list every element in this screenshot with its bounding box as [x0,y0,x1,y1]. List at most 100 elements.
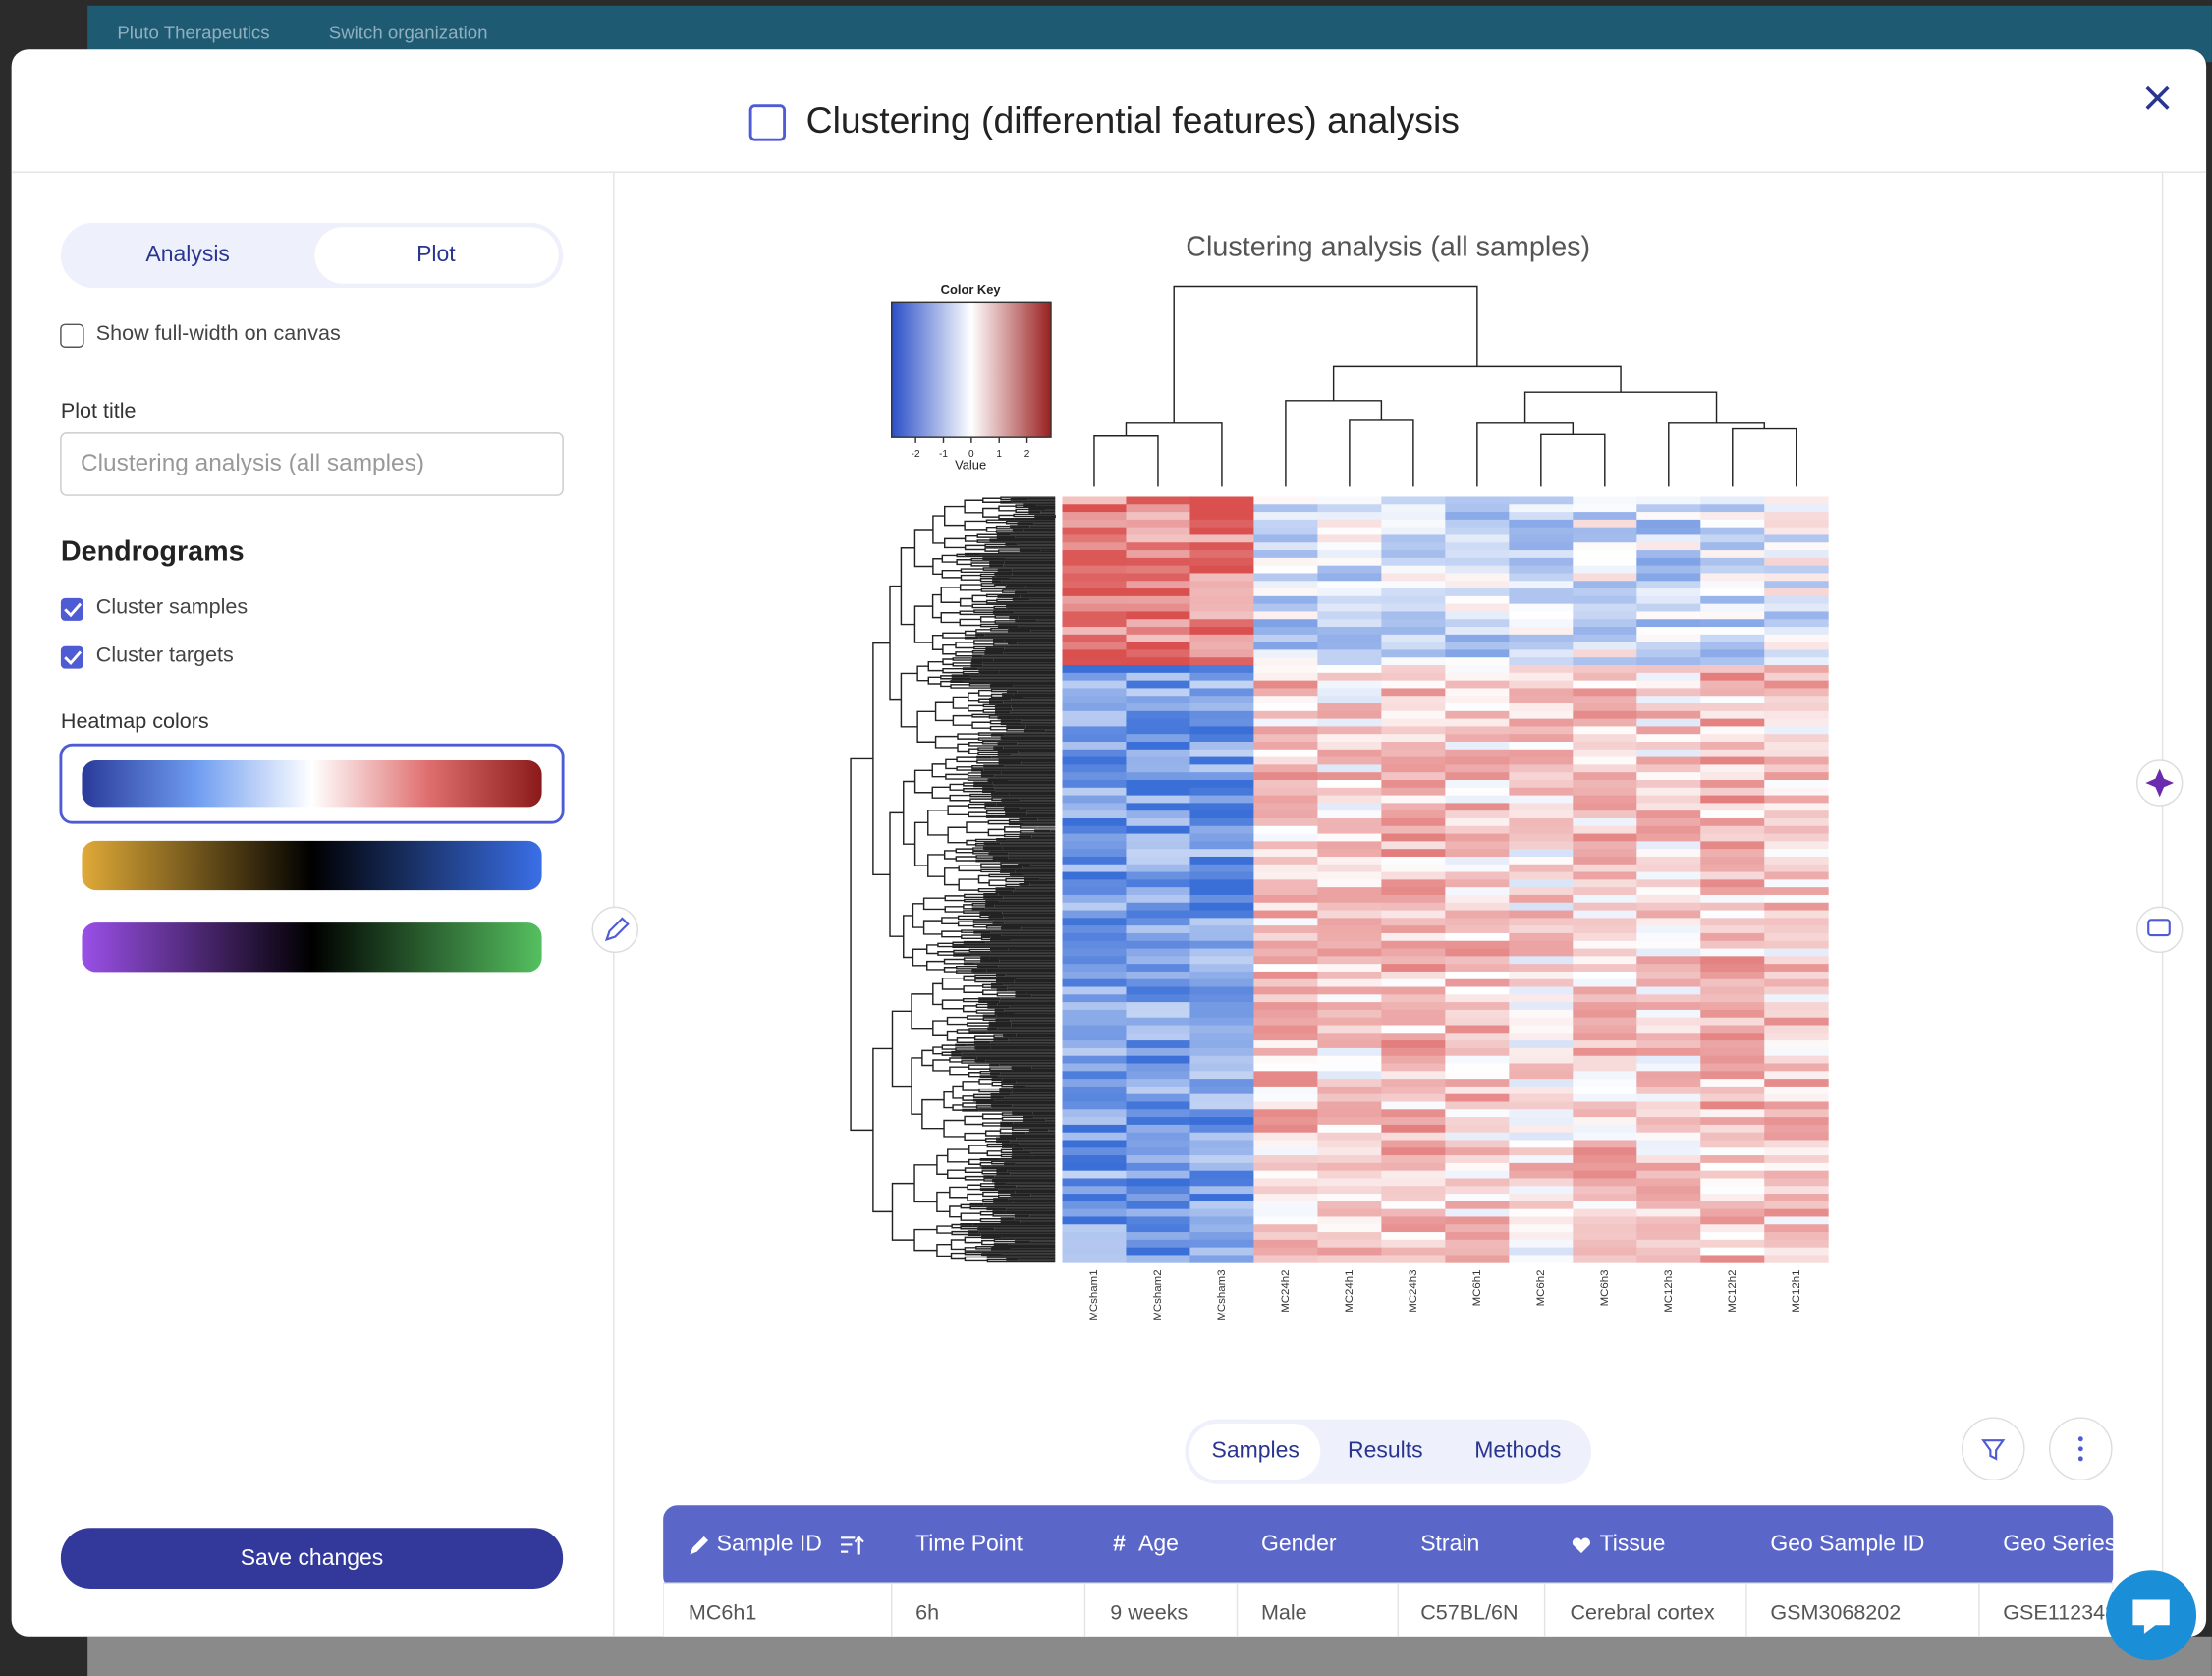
heatmap-cell [1062,1201,1127,1210]
heatmap-cell [1764,504,1829,513]
heatmap-cell [1317,871,1382,880]
text-input[interactable] [60,432,564,496]
heatmap-cell [1381,764,1446,773]
heatmap-cell [1764,849,1829,858]
dendrogram-link [850,757,873,1132]
dendrogram-link [962,667,978,671]
key-tick-label: 2 [1024,449,1030,460]
dendrogram-link [991,1104,1013,1108]
heatmap-cell [1253,710,1318,720]
heatmap-cell [1062,642,1127,650]
heatmap-cell [1509,649,1574,658]
heatmap-cell [1636,803,1701,811]
heatmap-cell [1381,1162,1446,1172]
heatmap-cell [1573,688,1637,697]
heatmap-cell [1445,573,1510,582]
heatmap-cell [1062,696,1127,704]
heatmap-cell [1636,588,1701,597]
heatmap-cell [1573,1132,1637,1141]
heatmap-cell [1764,588,1829,597]
heatmap-cell [1253,718,1318,727]
heatmap-cell [1636,496,1701,505]
heatmap-cell [1700,1224,1765,1233]
heatmap-cell [1189,696,1254,704]
heatmap-cell [1189,940,1254,949]
heatmap-cell [1062,918,1127,926]
swatch[interactable] [82,922,542,973]
heatmap-cell [1062,764,1127,773]
edit-button[interactable] [591,906,638,954]
heatmap-cell [1509,588,1574,597]
heatmap-cell [1253,1033,1318,1041]
heatmap-cell [1764,573,1829,582]
dendrogram-link [961,1056,977,1060]
heatmap-cell [1636,672,1701,682]
dendrogram-link [953,953,971,957]
tab-active [314,227,559,284]
heatmap-cell [1573,550,1637,559]
swatch[interactable] [82,760,542,808]
dendrogram-link [1006,605,1029,608]
dendrogram-link [976,759,1000,764]
dendrogram-link [1024,877,1040,881]
filter-button[interactable] [1961,1417,2025,1481]
heatmap-cell [1126,956,1190,965]
heatmap-cell [1636,772,1701,781]
dendrogram-link [992,1210,1006,1213]
tab[interactable]: Plot [416,241,456,266]
heatmap-cell [1126,932,1190,942]
dendrogram-link [951,1050,962,1054]
heatmap-cell [1062,749,1127,758]
heatmap-cell [1573,542,1637,551]
heatmap-cell [1317,918,1382,926]
checkbox[interactable] [60,323,84,348]
tab[interactable]: Analysis [145,241,230,266]
heatmap-cell [1381,948,1446,957]
dendrogram-link [1008,629,1031,633]
heatmap-cell [1764,1140,1829,1148]
swatch[interactable] [82,840,542,891]
checkbox[interactable] [60,597,83,621]
heatmap-cell [1253,849,1318,858]
close-button[interactable] [2145,85,2170,110]
sample-label: MC12h3 [1663,1269,1675,1312]
switch-org[interactable]: Switch organization [329,22,488,42]
heatmap-cell [1317,642,1382,650]
heatmap-cell [1317,512,1382,521]
heatmap-cell [1764,1170,1829,1179]
dendrogram-link [1000,719,1022,723]
tab[interactable]: Samples [1212,1437,1300,1463]
heatmap-cell [1317,825,1382,835]
tab[interactable]: Methods [1474,1437,1561,1463]
heatmap-cell [1700,512,1765,521]
heatmap-cell [1189,932,1254,942]
heatmap-cell [1573,749,1637,758]
heatmap-cell [1573,696,1637,704]
heatmap-cell [1445,703,1510,712]
heatmap-cell [1189,856,1254,866]
heatmap-cell [1509,894,1574,904]
heatmap-cell [1509,512,1574,521]
tab[interactable]: Results [1348,1437,1423,1463]
dendrogram-link [963,962,974,966]
heatmap-cell [1700,527,1765,535]
heatmap-cell [1253,825,1318,835]
comments-button[interactable] [2136,906,2184,954]
heatmap-cell [1381,672,1446,682]
dendrogram-link [995,525,1011,530]
heatmap-cell [1445,749,1510,758]
heatmap-cell [1764,1101,1829,1110]
heatmap-cell [1764,1194,1829,1202]
heatmap-cell [1700,1109,1765,1118]
dendrogram-link [983,842,1001,846]
heatmap-cell [1445,504,1510,513]
heatmap-cell [1317,603,1382,612]
heatmap-cell [1445,1239,1510,1249]
heatmap-cell [1126,1079,1190,1088]
heatmap-cell [1636,703,1701,712]
checkbox[interactable] [60,645,83,669]
heatmap-cell [1381,688,1446,697]
heatmap-cell [1445,833,1510,842]
heatmap-cell [1573,680,1637,689]
save-button[interactable] [60,1528,564,1589]
